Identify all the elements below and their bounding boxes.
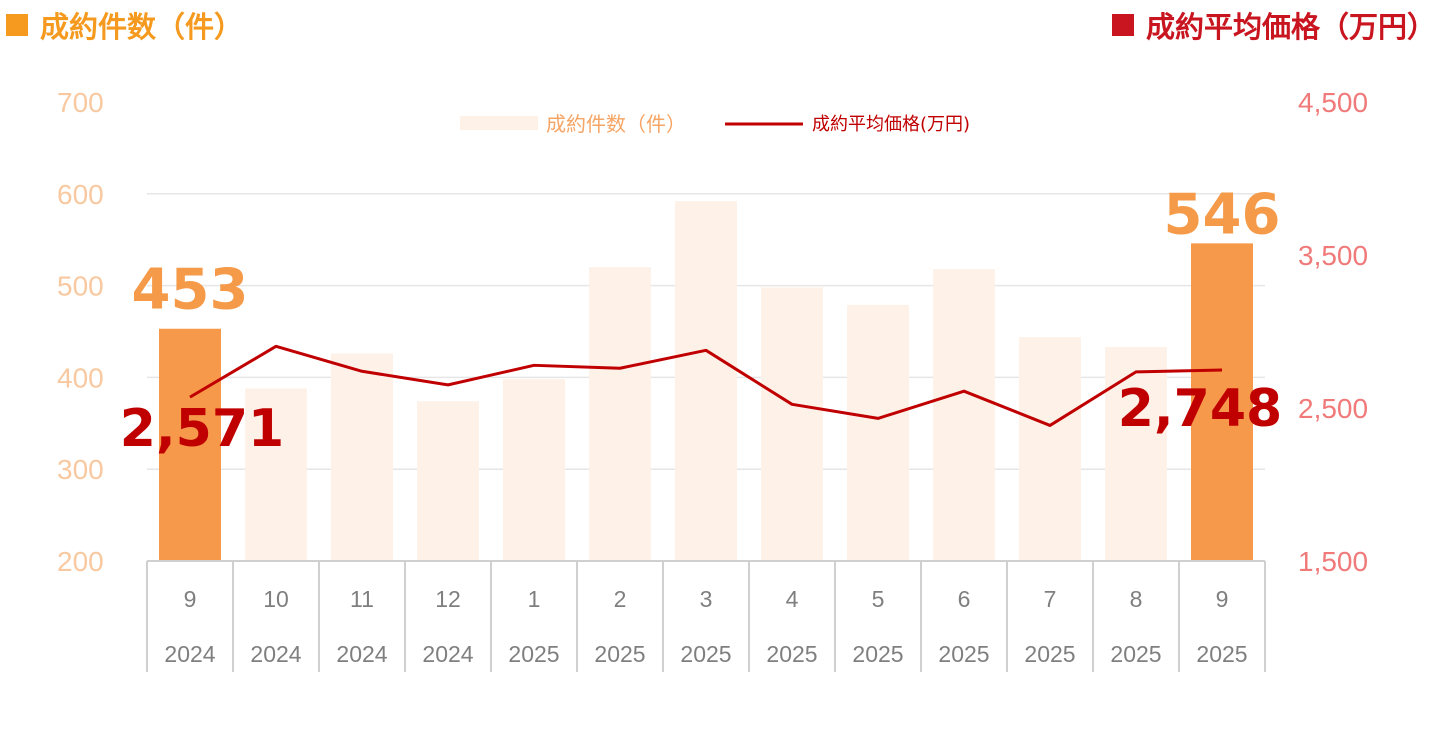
left-tick-label: 400 — [57, 362, 104, 393]
category-month-label: 11 — [350, 586, 374, 612]
right-title-text: 成約平均価格（万円） — [1145, 10, 1436, 44]
category-month-label: 1 — [528, 586, 541, 612]
bar — [503, 379, 565, 561]
bar — [331, 353, 393, 561]
left-title-text: 成約件数（件） — [40, 10, 244, 44]
bar — [761, 287, 823, 561]
bar — [1191, 243, 1253, 561]
bar — [933, 269, 995, 561]
right-tick-label: 1,500 — [1298, 546, 1368, 577]
right-tick-label: 2,500 — [1298, 393, 1368, 424]
category-year-label: 2024 — [164, 641, 215, 667]
bar-series — [159, 201, 1253, 562]
category-month-label: 7 — [1044, 586, 1057, 612]
category-year-label: 2025 — [1110, 641, 1161, 667]
legend-bar-label: 成約件数（件） — [546, 112, 686, 136]
category-month-label: 10 — [263, 586, 289, 612]
left-tick-label: 300 — [57, 454, 104, 485]
category-year-label: 2024 — [250, 641, 301, 667]
bar — [1105, 347, 1167, 561]
category-year-label: 2024 — [336, 641, 387, 667]
bar — [589, 267, 651, 561]
category-month-label: 9 — [1216, 586, 1229, 612]
right-axis-title: 成約平均価格（万円） — [1111, 4, 1436, 46]
category-year-label: 2025 — [508, 641, 559, 667]
legend: 成約件数（件） 成約平均価格(万円) — [460, 112, 970, 136]
line-value-label-last: 2,748 — [1118, 379, 1282, 439]
bar — [847, 304, 909, 561]
right-tick-label: 4,500 — [1298, 87, 1368, 118]
bar — [1019, 337, 1081, 561]
category-month-label: 9 — [184, 586, 197, 612]
bar — [675, 201, 737, 562]
left-title-square-icon — [6, 14, 28, 36]
left-tick-label: 700 — [57, 87, 104, 118]
category-year-label: 2025 — [680, 641, 731, 667]
category-month-label: 8 — [1130, 586, 1143, 612]
axes: 700 600 500 400 300 200 4,500 3,500 2,500 1,500 9 2… — [57, 87, 1368, 672]
legend-bar-swatch — [460, 116, 538, 130]
right-title-square-icon — [1111, 14, 1134, 36]
category-year-label: 2025 — [594, 641, 645, 667]
left-tick-label: 200 — [57, 546, 104, 577]
left-tick-label: 600 — [57, 179, 104, 210]
bar-value-label-last: 546 — [1164, 182, 1281, 247]
bar-value-label-first: 453 — [132, 258, 249, 323]
right-tick-label: 3,500 — [1298, 240, 1368, 271]
bar — [245, 388, 307, 561]
bar — [417, 401, 479, 561]
category-month-label: 5 — [872, 586, 885, 612]
category-year-label: 2025 — [852, 641, 903, 667]
category-year-label: 2025 — [766, 641, 817, 667]
data-labels: 453 546 2,571 2,748 — [120, 182, 1282, 459]
category-month-label: 2 — [614, 586, 627, 612]
legend-line-label: 成約平均価格(万円) — [812, 114, 970, 135]
category-month-label: 3 — [700, 586, 713, 612]
bar — [159, 328, 221, 561]
category-year-label: 2025 — [1024, 641, 1075, 667]
left-tick-label: 500 — [57, 271, 104, 302]
category-month-label: 12 — [435, 586, 461, 612]
category-year-label: 2025 — [938, 641, 989, 667]
category-month-label: 6 — [958, 586, 971, 612]
category-year-label: 2024 — [422, 641, 473, 667]
category-year-label: 2025 — [1196, 641, 1247, 667]
left-axis-title: 成約件数（件） — [6, 4, 243, 46]
category-month-label: 4 — [786, 586, 799, 612]
line-value-label-first: 2,571 — [120, 399, 284, 459]
line-series — [189, 344, 1223, 427]
